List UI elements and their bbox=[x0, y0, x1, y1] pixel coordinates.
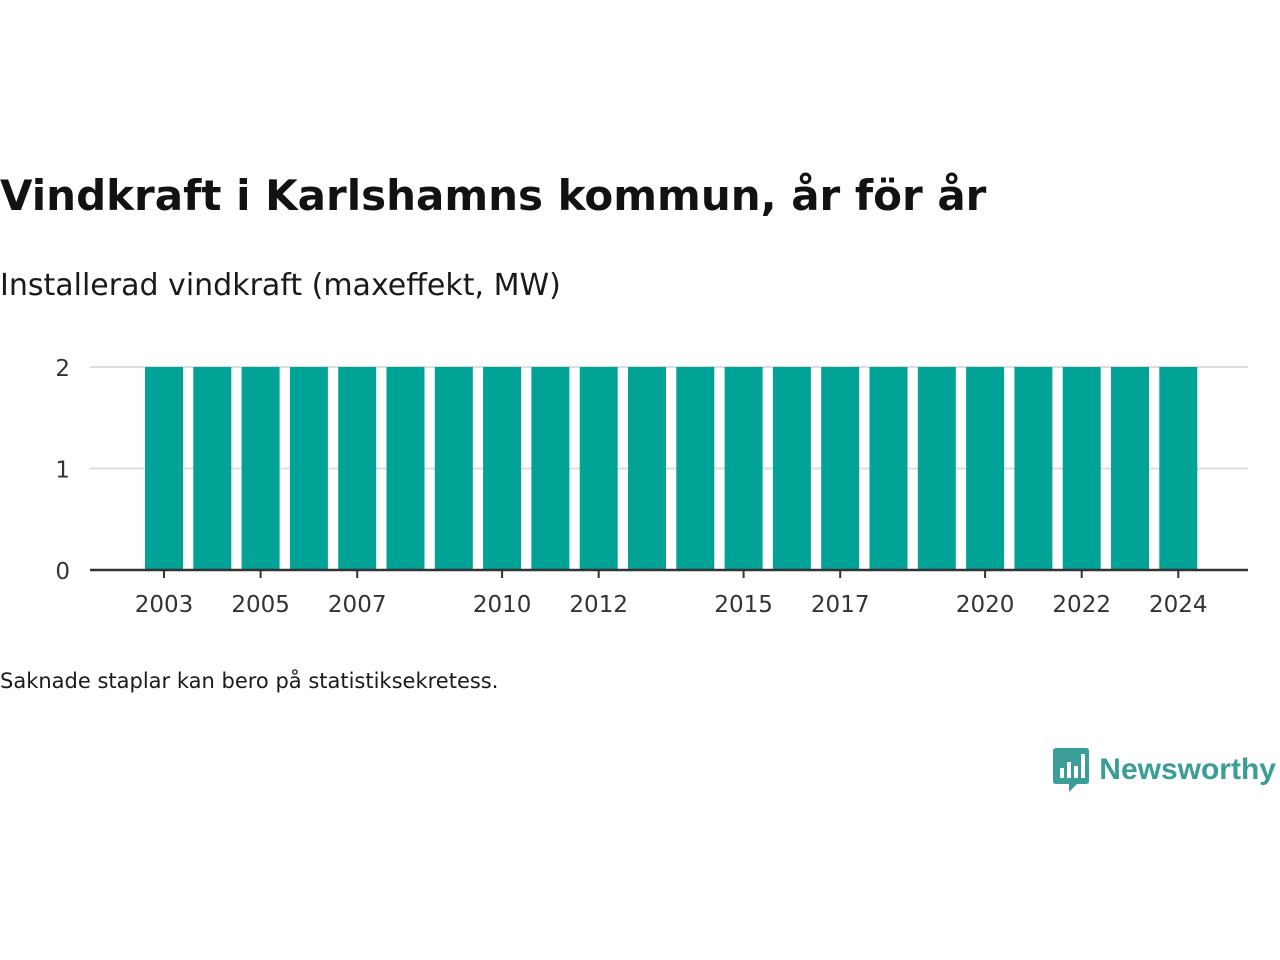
bar-2021 bbox=[1014, 367, 1053, 570]
x-tick-label: 2003 bbox=[135, 592, 194, 618]
bar-chart-speech-bubble-icon bbox=[1053, 748, 1090, 792]
brand-logo[interactable]: Newsworthy bbox=[1053, 748, 1276, 792]
bar-2005 bbox=[241, 367, 280, 570]
x-tick-label: 2007 bbox=[328, 592, 387, 618]
bar-2020 bbox=[966, 367, 1005, 570]
y-tick-label: 2 bbox=[55, 356, 70, 382]
bar-2012 bbox=[579, 367, 618, 570]
bar-2016 bbox=[772, 367, 811, 570]
bar-2019 bbox=[917, 367, 956, 570]
chart-subtitle: Installerad vindkraft (maxeffekt, MW) bbox=[0, 268, 561, 303]
bar-2014 bbox=[676, 367, 715, 570]
y-tick-label: 1 bbox=[55, 458, 70, 484]
chart-title: Vindkraft i Karlshamns kommun, år för år bbox=[0, 171, 987, 220]
bar-2011 bbox=[531, 367, 570, 570]
y-tick-label: 0 bbox=[55, 559, 70, 585]
bars bbox=[145, 367, 1198, 570]
footnote: Saknade staplar kan bero på statistiksek… bbox=[0, 669, 499, 693]
brand-name: Newsworthy bbox=[1099, 753, 1276, 786]
bar-2008 bbox=[386, 367, 425, 570]
y-axis-labels: 0 1 2 bbox=[55, 356, 70, 585]
x-tick-label: 2020 bbox=[956, 592, 1015, 618]
bar-2017 bbox=[821, 367, 860, 570]
bar-2018 bbox=[869, 367, 908, 570]
bar-2003 bbox=[145, 367, 183, 570]
x-axis-labels: 2003 2005 2007 2010 2012 2015 2017 2020 2022 2024 bbox=[135, 592, 1208, 618]
x-tick-label: 2017 bbox=[811, 592, 870, 618]
bar-2007 bbox=[338, 367, 377, 570]
bar-2009 bbox=[434, 367, 473, 570]
bar-2004 bbox=[193, 367, 232, 570]
bar-2006 bbox=[289, 367, 328, 570]
x-axis bbox=[90, 568, 1248, 578]
bar-2015 bbox=[724, 367, 763, 570]
bar-2010 bbox=[483, 367, 522, 570]
bar-chart: 0 1 2 2003 2005 2007 2010 2012 2015 2017 2020 2022… bbox=[55, 356, 1248, 618]
bar-2023 bbox=[1111, 367, 1149, 570]
bar-2024 bbox=[1159, 367, 1198, 570]
bar-2013 bbox=[628, 367, 666, 570]
x-tick-label: 2022 bbox=[1052, 592, 1111, 618]
grid-lines bbox=[90, 366, 1248, 470]
x-tick-label: 2015 bbox=[714, 592, 773, 618]
x-tick-label: 2012 bbox=[569, 592, 628, 618]
bar-2022 bbox=[1062, 367, 1101, 570]
x-tick-label: 2005 bbox=[231, 592, 290, 618]
x-tick-label: 2010 bbox=[473, 592, 532, 618]
x-tick-label: 2024 bbox=[1149, 592, 1208, 618]
